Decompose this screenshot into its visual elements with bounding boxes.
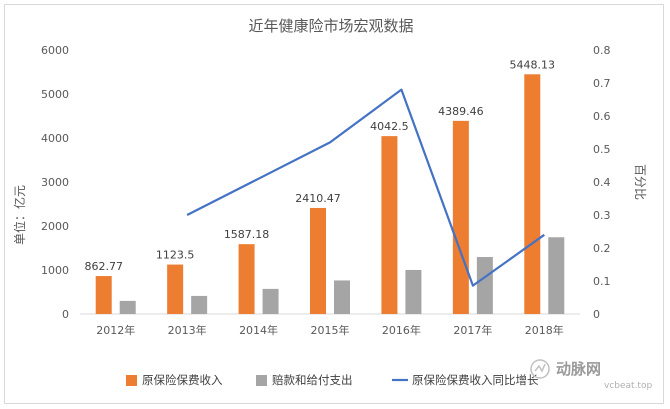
bar-claims (191, 295, 208, 314)
bar-data-label: 1123.5 (156, 249, 195, 262)
y2-tick-label: 0.7 (593, 77, 611, 90)
bar-claims (548, 237, 565, 314)
bar-premium (310, 207, 326, 314)
bar-claims (405, 269, 422, 314)
x-tick-label: 2013年 (168, 323, 207, 337)
y-tick-label: 0 (62, 308, 69, 321)
y-tick-label: 1000 (41, 264, 69, 277)
bar-data-label: 862.77 (84, 260, 123, 273)
y2-tick-label: 0.6 (593, 110, 611, 123)
bar-premium (381, 136, 398, 314)
bar-claims (262, 288, 279, 314)
bar-premium (238, 244, 255, 314)
watermark: 动脉网 vcbeat.top (530, 359, 652, 391)
y2-tick-label: 0.3 (593, 209, 611, 222)
bar-data-label: 2410.47 (295, 192, 341, 205)
bar-data-label: 4042.5 (370, 120, 409, 133)
bar-premium (524, 74, 541, 314)
x-tick-label: 2015年 (311, 323, 350, 337)
y2-tick-label: 0.2 (593, 242, 611, 255)
y2-axis-label: 百分比 (633, 164, 647, 200)
y-tick-label: 3000 (41, 176, 69, 189)
y-tick-label: 5000 (41, 88, 69, 101)
bar-data-label: 4389.46 (438, 105, 484, 118)
x-tick-label: 2016年 (382, 323, 421, 337)
bar-claims (476, 257, 493, 314)
legend-bar-swatch (256, 375, 267, 386)
legend-bar-swatch (126, 375, 137, 386)
y-tick-label: 4000 (41, 132, 69, 145)
bar-data-label: 1587.18 (224, 228, 270, 241)
watermark-text: 动脉网 (556, 360, 601, 378)
y2-tick-label: 0 (593, 308, 600, 321)
x-tick-label: 2018年 (525, 323, 564, 337)
x-tick-label: 2012年 (96, 323, 135, 337)
bar-data-label: 5448.13 (510, 58, 556, 71)
y2-tick-label: 0.4 (593, 176, 611, 189)
legend-label: 原保险保费收入 (142, 373, 223, 387)
bar-premium (452, 120, 469, 314)
bar-claims (119, 300, 136, 314)
chart-title: 近年健康险市场宏观数据 (248, 17, 413, 35)
y2-tick-label: 0.1 (593, 275, 611, 288)
growth-line (186, 88, 545, 287)
bar-premium (95, 276, 112, 314)
bar-claims (334, 280, 350, 314)
watermark-subtext: vcbeat.top (604, 381, 652, 391)
y2-tick-label: 0.5 (593, 143, 611, 156)
y2-tick-label: 0.8 (593, 44, 611, 57)
bar-premium (167, 264, 184, 314)
legend-label: 赔款和给付支出 (272, 373, 353, 387)
y-tick-label: 2000 (41, 220, 69, 233)
y-tick-label: 6000 (41, 44, 69, 57)
y-axis-label: 单位：亿元 (12, 185, 27, 245)
x-tick-label: 2014年 (239, 323, 278, 337)
chart-frame (4, 4, 664, 404)
watermark-pulse-icon (534, 363, 546, 373)
legend-label: 原保险保费收入同比增长 (412, 373, 539, 387)
x-tick-label: 2017年 (453, 323, 492, 337)
watermark-logo-icon (530, 359, 550, 379)
